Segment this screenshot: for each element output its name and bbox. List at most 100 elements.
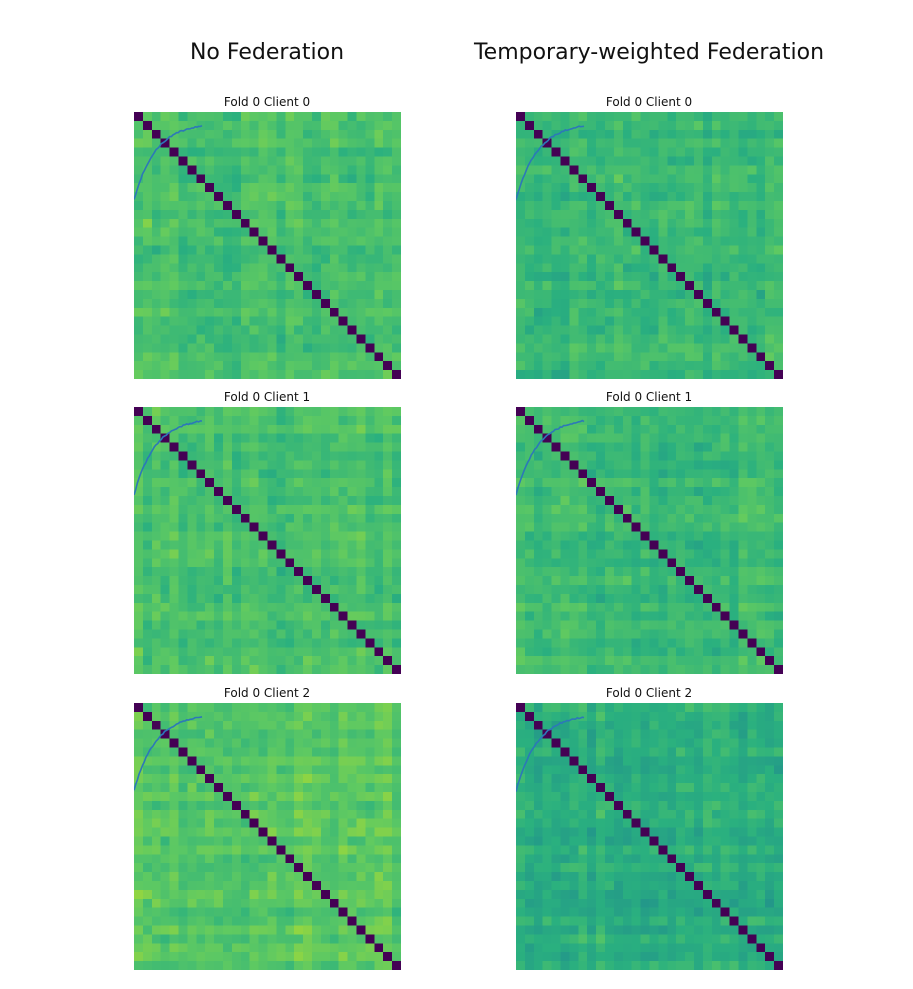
heatmap-cell [631, 433, 642, 444]
heatmap-cell [738, 245, 748, 255]
heatmap-cell [622, 531, 633, 542]
heatmap-cell [151, 460, 162, 470]
heatmap-cell [756, 487, 766, 497]
heatmap-cell [569, 549, 579, 559]
heatmap-cell [765, 522, 775, 533]
heatmap-cell [613, 629, 624, 639]
heatmap-cell [303, 334, 313, 344]
heatmap-cell [320, 334, 331, 344]
heatmap-cell [569, 729, 579, 740]
heatmap-cell [214, 611, 224, 622]
heatmap-cell [160, 665, 171, 674]
heatmap-cell [312, 192, 322, 202]
heatmap-cell [631, 112, 642, 122]
heatmap-cell [383, 236, 393, 247]
heatmap-cell [338, 711, 349, 722]
heatmap-cell [285, 907, 295, 918]
heatmap-cell [160, 747, 171, 757]
heatmap-cell [613, 343, 624, 353]
heatmap-cell [356, 147, 366, 158]
heatmap-cell [685, 469, 695, 479]
heatmap-cell [702, 361, 713, 371]
heatmap-cell [667, 147, 677, 158]
heatmap-cell [685, 792, 695, 802]
heatmap-cell [658, 496, 668, 506]
heatmap-cell [258, 415, 269, 426]
heatmap-cell [560, 112, 570, 122]
heatmap-cell [533, 325, 544, 336]
heatmap-cell [356, 656, 366, 666]
heatmap-cell [685, 361, 695, 371]
heatmap-cell [747, 138, 757, 149]
heatmap-cell [151, 370, 162, 379]
heatmap-cell [542, 792, 553, 802]
heatmap-cell [613, 325, 624, 336]
heatmap-cell [258, 513, 269, 524]
heatmap-cell [214, 629, 224, 639]
heatmap-cell [587, 112, 597, 122]
heatmap-cell [392, 585, 401, 595]
diagonal-cell [231, 504, 242, 515]
heatmap-cell [516, 638, 526, 648]
heatmap-cell [258, 165, 269, 175]
heatmap-cell [694, 469, 704, 479]
heatmap-cell [365, 567, 375, 577]
heatmap-cell [765, 254, 775, 264]
heatmap-cell [533, 343, 544, 353]
heatmap-cell [649, 774, 659, 784]
heatmap-cell [374, 836, 384, 846]
heatmap-cell [356, 263, 366, 273]
heatmap-cell [196, 952, 206, 962]
heatmap-cell [649, 209, 659, 220]
heatmap-cell [649, 567, 659, 577]
heatmap-cell [187, 800, 197, 811]
heatmap-cell [605, 747, 615, 757]
heatmap-cell [765, 585, 775, 595]
heatmap-cell [587, 424, 597, 435]
heatmap-cell [151, 907, 162, 918]
heatmap-cell [542, 593, 553, 604]
heatmap-cell [747, 513, 757, 524]
heatmap-cell [605, 638, 615, 648]
heatmap-cell [542, 602, 553, 613]
heatmap-cell [667, 774, 677, 784]
heatmap-cell [747, 540, 757, 550]
heatmap-cell [569, 451, 579, 461]
heatmap-cell [729, 201, 740, 211]
heatmap-cell [374, 522, 384, 533]
diagonal-cell [516, 407, 526, 417]
diagonal-cell [622, 809, 633, 820]
heatmap-cell [267, 407, 277, 417]
heatmap-cell [374, 138, 384, 149]
heatmap-cell [649, 531, 659, 542]
heatmap-cell [142, 756, 153, 766]
heatmap-cell [294, 236, 304, 247]
heatmap-cell [542, 316, 553, 327]
heatmap-cell [524, 756, 535, 766]
heatmap-cell [205, 325, 215, 336]
heatmap-cell [542, 567, 553, 577]
heatmap-cell [240, 647, 251, 657]
diagonal-cell [285, 854, 295, 864]
heatmap-cell [694, 656, 704, 666]
heatmap-cell [134, 469, 144, 479]
heatmap-cell [169, 792, 180, 802]
heatmap-cell [231, 567, 242, 577]
heatmap-cell [658, 638, 668, 648]
heatmap-cell [294, 638, 304, 648]
heatmap-cell [187, 567, 197, 577]
heatmap-cell [516, 469, 526, 479]
heatmap-cell [223, 836, 233, 846]
heatmap-cell [329, 156, 340, 166]
heatmap-cell [720, 415, 731, 426]
heatmap-cell [685, 147, 695, 158]
heatmap-cell [392, 183, 401, 193]
heatmap-cell [303, 540, 313, 550]
heatmap-cell [160, 147, 171, 158]
heatmap-cell [747, 460, 757, 470]
heatmap-cell [142, 961, 153, 970]
heatmap-cell [605, 316, 615, 327]
heatmap-cell [231, 809, 242, 820]
heatmap-cell [320, 602, 331, 613]
heatmap-cell [631, 738, 642, 749]
